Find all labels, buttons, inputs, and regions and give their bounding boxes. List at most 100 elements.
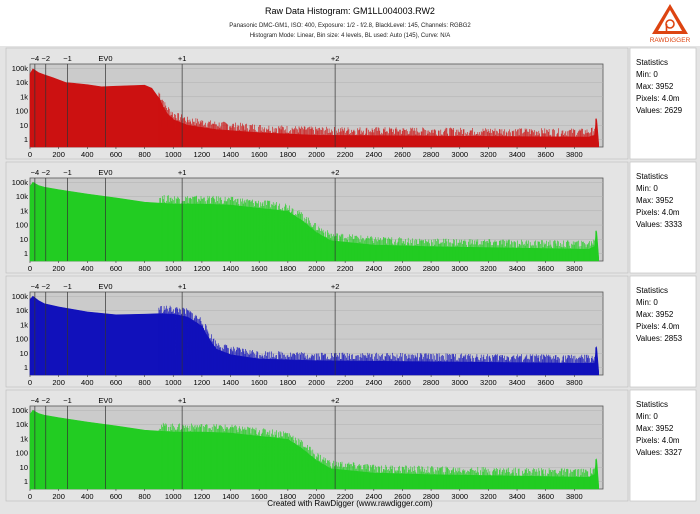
y-tick-label: 100	[15, 449, 28, 458]
histogram-mode-info: Histogram Mode: Linear, Bin size: 4 leve…	[249, 33, 451, 39]
x-tick-label: 3600	[537, 378, 554, 387]
x-tick-label: 800	[138, 264, 151, 273]
x-tick-label: 3800	[566, 378, 583, 387]
ev-label: EV0	[98, 396, 112, 405]
ev-label: +2	[331, 396, 340, 405]
ev-label: −4	[31, 168, 40, 177]
x-tick-label: 3800	[566, 492, 583, 501]
x-tick-label: 600	[110, 150, 123, 159]
y-tick-label: 10k	[16, 420, 28, 429]
histogram-noise	[158, 195, 596, 261]
stat-values: Values: 2853	[636, 334, 683, 343]
y-tick-label: 1k	[20, 92, 28, 101]
y-tick-label: 100	[15, 221, 28, 230]
y-tick-label: 1	[24, 363, 28, 372]
rawdigger-logo: RAWDIGGER	[650, 4, 691, 44]
ev-label: +2	[331, 54, 340, 63]
x-tick-label: 2000	[308, 378, 325, 387]
ev-label: EV0	[98, 54, 112, 63]
x-tick-label: 400	[81, 150, 94, 159]
ev-label: +1	[178, 54, 187, 63]
histogram-noise	[158, 92, 596, 147]
footer-credit: Created with RawDigger (www.rawdigger.co…	[267, 499, 433, 508]
y-tick-label: 1	[24, 477, 28, 486]
x-tick-label: 3600	[537, 150, 554, 159]
x-tick-label: 3200	[480, 150, 497, 159]
y-tick-label: 100k	[12, 178, 29, 187]
y-tick-label: 100	[15, 335, 28, 344]
x-tick-label: 2000	[308, 150, 325, 159]
x-tick-label: 1600	[251, 150, 268, 159]
x-tick-label: 2800	[423, 492, 440, 501]
stat-pixels: Pixels: 4.0m	[636, 94, 680, 103]
ev-label: −4	[31, 282, 40, 291]
x-tick-label: 1400	[222, 264, 239, 273]
stat-max: Max: 3952	[636, 196, 674, 205]
stat-pixels: Pixels: 4.0m	[636, 208, 680, 217]
ev-label: −1	[63, 168, 72, 177]
stat-max: Max: 3952	[636, 82, 674, 91]
x-tick-label: 200	[52, 378, 65, 387]
ev-label: −2	[41, 54, 50, 63]
y-tick-label: 10k	[16, 192, 28, 201]
x-tick-label: 1600	[251, 378, 268, 387]
x-tick-label: 3200	[480, 264, 497, 273]
histogram-panel-g2: 1 10 100 1k 10k 100k−4 −2 −1 EV0 +1 +2 0 200 400 600 80…	[5, 389, 697, 502]
y-tick-label: 100k	[12, 64, 29, 73]
x-tick-label: 1200	[194, 150, 211, 159]
statistics-box	[629, 161, 697, 274]
x-tick-label: 2400	[365, 264, 382, 273]
ev-label: −4	[31, 54, 40, 63]
x-tick-label: 2800	[423, 378, 440, 387]
x-tick-label: 3400	[509, 150, 526, 159]
x-tick-label: 800	[138, 492, 151, 501]
x-tick-label: 1600	[251, 492, 268, 501]
x-tick-label: 2000	[308, 264, 325, 273]
x-tick-label: 3000	[451, 378, 468, 387]
ev-label: +2	[331, 168, 340, 177]
x-tick-label: 800	[138, 150, 151, 159]
x-tick-label: 2600	[394, 378, 411, 387]
y-tick-label: 1k	[20, 320, 28, 329]
ev-label: +1	[178, 168, 187, 177]
stat-values: Values: 3327	[636, 448, 683, 457]
ev-label: EV0	[98, 168, 112, 177]
x-tick-label: 1000	[165, 150, 182, 159]
x-tick-label: 3200	[480, 378, 497, 387]
x-tick-label: 200	[52, 264, 65, 273]
stat-max: Max: 3952	[636, 424, 674, 433]
x-tick-label: 2000	[308, 492, 325, 501]
x-tick-label: 0	[28, 264, 32, 273]
histogram-noise	[158, 422, 596, 489]
x-tick-label: 0	[28, 150, 32, 159]
statistics-heading: Statistics	[636, 172, 668, 181]
x-tick-label: 3600	[537, 492, 554, 501]
x-tick-label: 600	[110, 378, 123, 387]
y-tick-label: 10k	[16, 78, 28, 87]
y-tick-label: 1	[24, 135, 28, 144]
x-tick-label: 3600	[537, 264, 554, 273]
x-tick-label: 2200	[337, 150, 354, 159]
x-tick-label: 1000	[165, 492, 182, 501]
x-tick-label: 3000	[451, 492, 468, 501]
stat-pixels: Pixels: 4.0m	[636, 322, 680, 331]
x-tick-label: 1200	[194, 378, 211, 387]
statistics-box	[629, 47, 697, 160]
y-tick-label: 100k	[12, 406, 29, 415]
y-tick-label: 10	[20, 121, 28, 130]
x-tick-label: 600	[110, 264, 123, 273]
y-tick-label: 10k	[16, 306, 28, 315]
ev-label: −1	[63, 282, 72, 291]
x-tick-label: 2800	[423, 150, 440, 159]
ev-label: −2	[41, 396, 50, 405]
x-tick-label: 200	[52, 150, 65, 159]
stat-min: Min: 0	[636, 412, 658, 421]
stat-min: Min: 0	[636, 298, 658, 307]
ev-label: −2	[41, 168, 50, 177]
y-tick-label: 1k	[20, 206, 28, 215]
x-tick-label: 0	[28, 492, 32, 501]
x-tick-label: 1400	[222, 378, 239, 387]
x-tick-label: 1800	[280, 492, 297, 501]
camera-info: Panasonic DMC-GM1, ISO: 400, Exposure: 1…	[229, 23, 471, 29]
x-tick-label: 2200	[337, 378, 354, 387]
